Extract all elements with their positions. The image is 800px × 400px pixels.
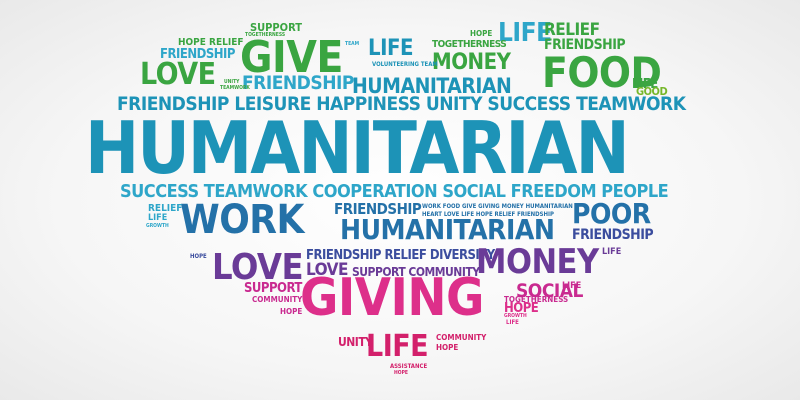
word-small-row: WORK FOOD GIVE GIVING MONEY HUMANITARIAN	[422, 203, 573, 210]
word-hope: HOPE	[190, 253, 207, 260]
word-friendship: FRIENDSHIP	[242, 72, 354, 94]
word-growth: GROWTH	[146, 223, 169, 229]
word-friendship: FRIENDSHIP	[334, 200, 422, 218]
word-life: LIFE	[366, 329, 429, 364]
word-team: TEAM	[345, 41, 360, 47]
word-good: GOOD	[636, 85, 668, 98]
word-community: COMMUNITY	[252, 295, 303, 304]
word-row-friendship-leisure: FRIENDSHIP LEISURE HAPPINESS UNITY SUCCE…	[117, 93, 686, 115]
word-friendship: FRIENDSHIP	[572, 227, 654, 243]
word-support-community: SUPPORT COMMUNITY	[352, 265, 480, 279]
word-hope: HOPE	[470, 29, 493, 38]
word-small-row: HEART LOVE LIFE HOPE RELIEF FRIENDSHIP	[422, 211, 555, 218]
word-unity: UNITY	[224, 79, 240, 85]
word-humanitarian: HUMANITARIAN	[340, 213, 555, 246]
word-togetherness: TOGETHERNESS	[432, 39, 507, 50]
word-unity: UNITY	[338, 335, 373, 349]
word-hope: HOPE	[280, 307, 303, 316]
word-volunteering-team: VOLUNTEERING TEAM	[372, 61, 438, 68]
word-friendship: FRIENDSHIP	[160, 47, 235, 62]
word-friendship: FRIENDSHIP	[544, 37, 626, 53]
word-hope: HOPE	[436, 343, 459, 352]
word-relief: RELIEF	[544, 20, 600, 40]
word-support: SUPPORT	[250, 21, 302, 34]
word-growth: GROWTH	[504, 313, 527, 319]
word-love: LOVE	[306, 260, 348, 280]
word-life: LIFE	[148, 213, 168, 223]
word-social: SOCIAL	[516, 280, 583, 302]
word-give: GIVE	[240, 32, 343, 83]
word-togetherness: TOGETHERNESS	[245, 32, 286, 38]
word-relief: RELIEF	[148, 203, 183, 214]
word-poor: POOR	[572, 197, 651, 230]
word-life: LIFE	[506, 319, 519, 326]
word-love: LOVE	[140, 57, 216, 92]
word-togetherness: TOGETHERNESS	[504, 295, 569, 304]
word-money: MONEY	[476, 242, 599, 282]
word-giving: GIVING	[300, 268, 484, 328]
word-hope: HOPE	[394, 370, 408, 376]
word-life: LIFE	[562, 281, 582, 291]
word-life: LIFE	[498, 18, 552, 48]
word-humanitarian-main: HUMANITARIAN	[85, 106, 630, 190]
word-food: FOOD	[542, 48, 662, 97]
word-teamwork: TEAMWORK	[220, 85, 250, 91]
word-community: COMMUNITY	[436, 333, 487, 342]
word-humanitarian: HUMANITARIAN	[352, 74, 512, 98]
word-life: LIFE	[602, 247, 622, 257]
word-love: LOVE	[212, 247, 304, 288]
word-hope: HOPE	[504, 301, 539, 316]
word-friendship-relief-diversity: FRIENDSHIP RELIEF DIVERSITY	[306, 248, 495, 263]
word-hope-relief: HOPE RELIEF	[178, 37, 244, 48]
word-money: MONEY	[432, 50, 511, 75]
word-support: SUPPORT	[244, 281, 302, 296]
word-work: WORK	[180, 197, 304, 243]
word-assistance: ASSISTANCE	[390, 363, 428, 370]
word-life: LIFE	[632, 77, 658, 92]
word-row-success-teamwork: SUCCESS TEAMWORK COOPERATION SOCIAL FREE…	[120, 181, 669, 202]
word-life: LIFE	[368, 36, 414, 61]
